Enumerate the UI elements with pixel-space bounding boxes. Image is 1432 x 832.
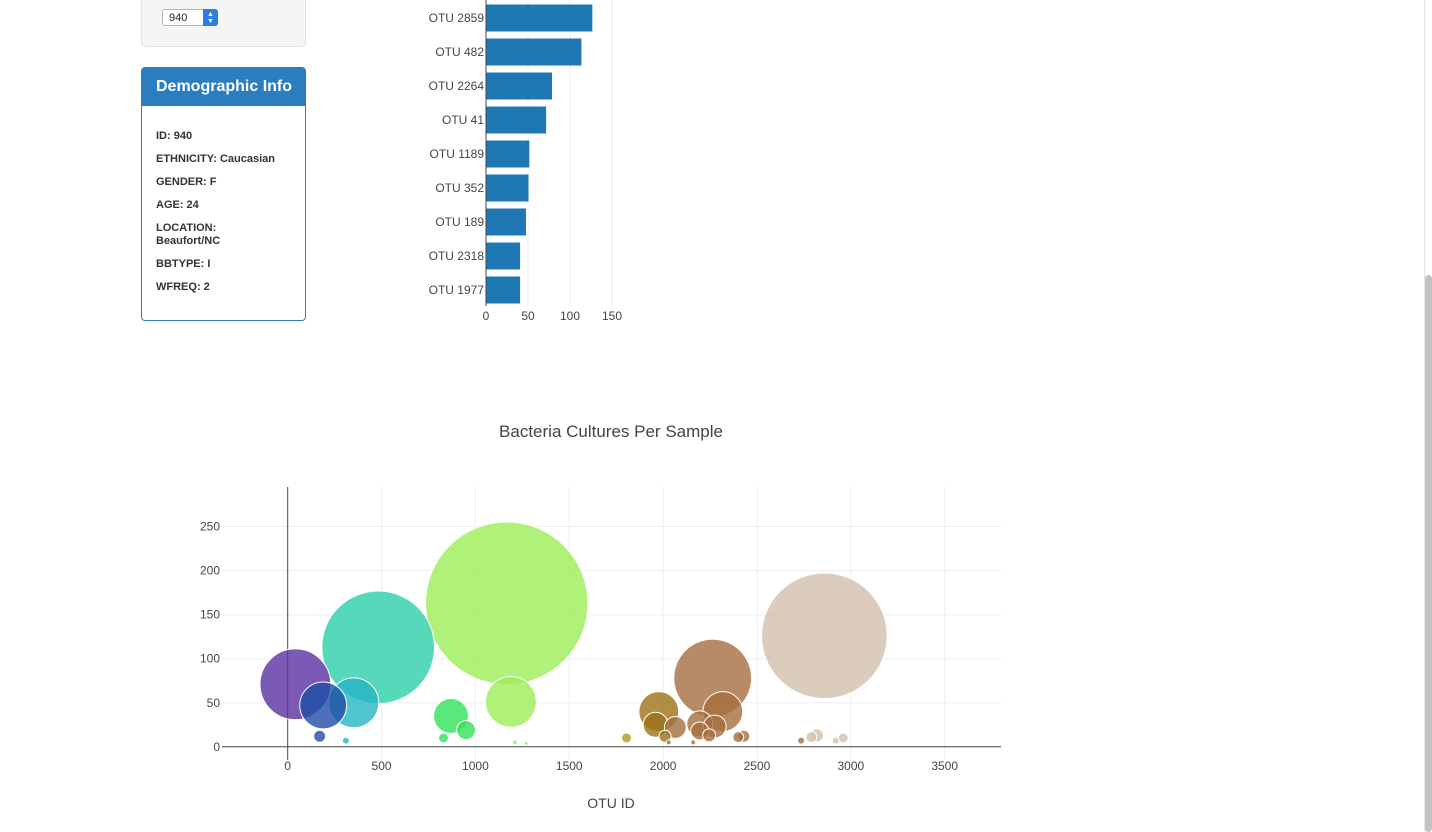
bubble-y-tick-label: 100	[200, 652, 220, 666]
bubble-y-tick-label: 250	[200, 520, 220, 534]
bar	[486, 38, 582, 66]
demo-wfreq: WFREQ: 2	[156, 281, 210, 293]
demographic-info-panel: Demographic Info ID: 940 ETHNICITY: Cauc…	[141, 67, 306, 321]
bubble-point	[702, 728, 717, 743]
scrollbar-track	[1424, 0, 1425, 832]
bubble-point	[523, 740, 529, 746]
demographic-info-title: Demographic Info	[142, 68, 305, 106]
bubble-x-tick-label: 0	[284, 759, 291, 773]
top-otu-bar-chart[interactable]: 0 50 100 150 OTU 2859 OTU 482 OTU 2264 OTU 41 OT…	[0, 0, 700, 340]
select-arrows-icon[interactable]: ▲ ▼	[203, 9, 218, 26]
bubble-x-tick-label: 1500	[556, 759, 583, 773]
bar-category-label: OTU 352	[435, 181, 484, 195]
bubble-point	[484, 675, 537, 728]
bar-category-label: OTU 2859	[429, 11, 485, 25]
bubble-point	[665, 739, 672, 746]
bubble-x-tick-label: 3500	[931, 759, 958, 773]
bar-category-label: OTU 1977	[429, 283, 485, 297]
bubble-point	[761, 572, 888, 700]
bar-category-label: OTU 1189	[430, 147, 485, 161]
bar-category-label: OTU 2264	[429, 79, 485, 93]
bubble-point	[511, 739, 518, 746]
bubble-point	[732, 731, 745, 744]
bar	[486, 106, 547, 134]
selector-panel: 940 ▲ ▼	[141, 0, 306, 47]
bubble-x-tick-label: 500	[372, 759, 392, 773]
bubble-point	[313, 729, 327, 743]
bubble-x-tick-label: 1000	[462, 759, 489, 773]
sample-id-value: 940	[169, 12, 188, 24]
bubble-point	[837, 732, 849, 744]
bubble-y-tick-label: 0	[213, 740, 220, 754]
bar-x-tick-label: 150	[602, 309, 622, 323]
bar	[486, 4, 593, 32]
bar	[486, 72, 553, 100]
bubble-point	[690, 739, 697, 746]
demographic-info-body: ID: 940 ETHNICITY: Caucasian GENDER: F A…	[142, 106, 305, 294]
bubble-y-tick-label: 150	[200, 608, 220, 622]
bubble-point	[797, 736, 806, 745]
bubble-point	[621, 732, 633, 744]
bubble-point	[658, 729, 672, 743]
bubble-point	[831, 736, 840, 745]
bubble-x-axis-label: OTU ID	[587, 795, 634, 811]
bar	[486, 174, 529, 202]
sample-id-select[interactable]: 940 ▲ ▼	[162, 9, 218, 26]
scrollbar-thumb[interactable]	[1425, 275, 1432, 832]
bubble-point	[438, 732, 449, 744]
bar	[486, 208, 526, 236]
bubble-point	[805, 731, 818, 744]
bar-category-label: OTU 189	[435, 215, 484, 229]
demo-gender: GENDER: F	[156, 176, 217, 188]
bubble-chart-title: Bacteria Cultures Per Sample	[499, 422, 723, 441]
bar-category-label: OTU 2318	[429, 249, 485, 263]
demo-ethnicity: ETHNICITY: Caucasian	[156, 153, 275, 165]
bubble-point	[299, 681, 348, 730]
bubble-x-tick-label: 2500	[744, 759, 771, 773]
bubble-x-tick-label: 3000	[837, 759, 864, 773]
demo-age: AGE: 24	[156, 199, 199, 211]
demo-bbtype: BBTYPE: I	[156, 258, 211, 270]
bar-x-tick-label: 100	[560, 309, 580, 323]
bubble-x-tick-label: 2000	[650, 759, 677, 773]
bubble-y-tick-label: 50	[207, 696, 221, 710]
bubble-y-tick-label: 200	[200, 564, 220, 578]
bubble-point	[341, 736, 350, 745]
bubble-point	[456, 720, 476, 741]
bar-category-label: OTU 482	[435, 45, 484, 59]
bar-category-label: OTU 41	[442, 113, 484, 127]
demo-location: LOCATION: Beaufort/NC	[156, 222, 221, 247]
bar-x-tick-label: 50	[521, 309, 535, 323]
bar	[486, 276, 521, 304]
bar	[486, 242, 521, 270]
bar	[486, 140, 530, 168]
bar-x-tick-label: 0	[483, 309, 490, 323]
bubble-point	[425, 521, 589, 686]
demo-id: ID: 940	[156, 130, 193, 142]
